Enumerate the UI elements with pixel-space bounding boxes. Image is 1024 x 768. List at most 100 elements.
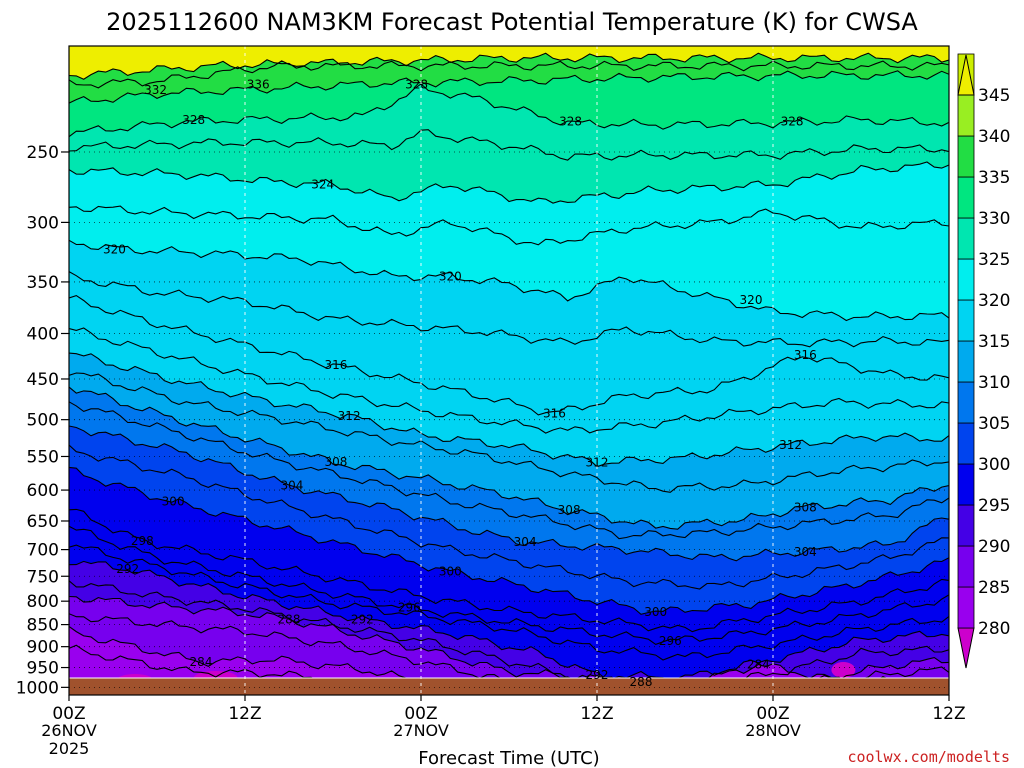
x-tick-label-0: 00Z bbox=[52, 704, 85, 724]
colorbar-swatch-1 bbox=[957, 586, 975, 629]
x-tick-label-12: 12Z bbox=[228, 704, 261, 724]
colorbar: 280 285 290 295 300 305 310 315 320 325 330 335 340 3… bbox=[957, 53, 1010, 669]
terrain-fill bbox=[69, 678, 949, 695]
credit-text: coolwx.com/modelts bbox=[847, 748, 1010, 766]
plot-frame bbox=[68, 45, 950, 696]
colorbar-max-triangle bbox=[957, 54, 975, 96]
contour-label-304-21: 304 bbox=[794, 545, 817, 559]
colorbar-swatch-13 bbox=[957, 94, 975, 137]
y-tick-label-650: 650 bbox=[27, 512, 59, 532]
contour-314 bbox=[69, 327, 949, 434]
contour-label-312-15: 312 bbox=[779, 438, 802, 452]
contour-label-316-12: 316 bbox=[794, 348, 817, 362]
contour-label-328-4: 328 bbox=[559, 114, 582, 128]
y-tick-label-300: 300 bbox=[27, 213, 59, 233]
contour-label-296-27: 296 bbox=[659, 634, 682, 648]
contour-label-328-3: 328 bbox=[405, 78, 428, 92]
contour-304 bbox=[69, 425, 949, 562]
y-tick-label-400: 400 bbox=[27, 324, 59, 344]
contour-label-336-1: 336 bbox=[247, 78, 270, 92]
contour-308 bbox=[69, 386, 949, 530]
contour-306 bbox=[69, 401, 949, 540]
colorbar-swatch-12 bbox=[957, 135, 975, 178]
contour-label-284-33: 284 bbox=[190, 655, 213, 669]
colorbar-label-285: 285 bbox=[978, 578, 1010, 598]
x-tick-label-24: 00Z bbox=[404, 704, 437, 724]
contour-label-284-34: 284 bbox=[747, 658, 770, 672]
y-tick-label-700: 700 bbox=[27, 541, 59, 561]
contour-label-292-28: 292 bbox=[116, 562, 139, 576]
x-tick-label-48: 00Z bbox=[756, 704, 789, 724]
contour-label-308-18: 308 bbox=[794, 501, 817, 515]
colorbar-swatch-4 bbox=[957, 463, 975, 506]
contour-340 bbox=[69, 52, 949, 80]
colorbar-swatch-5 bbox=[957, 422, 975, 465]
contour-label-288-31: 288 bbox=[278, 613, 301, 627]
colorbar-swatch-7 bbox=[957, 340, 975, 383]
contour-label-300-23: 300 bbox=[439, 565, 462, 579]
contour-label-296-26: 296 bbox=[398, 600, 421, 614]
contour-302 bbox=[69, 444, 949, 590]
colorbar-swatch-9 bbox=[957, 258, 975, 301]
y-tick-label-1000: 1000 bbox=[16, 678, 59, 698]
x-tick-label-36: 12Z bbox=[580, 704, 613, 724]
colorbar-label-295: 295 bbox=[978, 496, 1010, 516]
contour-label-292-29: 292 bbox=[351, 613, 374, 627]
contour-label-300-24: 300 bbox=[644, 605, 667, 619]
contour-290 bbox=[69, 580, 949, 693]
contour-label-324-6: 324 bbox=[311, 178, 334, 192]
contour-322 bbox=[69, 205, 949, 246]
contour-label-288-32: 288 bbox=[630, 675, 653, 689]
colorbar-min-triangle bbox=[957, 627, 975, 669]
plot-gridlines bbox=[69, 46, 949, 695]
colorbar-swatch-11 bbox=[957, 176, 975, 219]
x-year-label-0: 2025 bbox=[49, 739, 90, 758]
colorbar-swatch-6 bbox=[957, 381, 975, 424]
y-tick-label-350: 350 bbox=[27, 273, 59, 293]
x-date-label-48: 28NOV bbox=[745, 721, 801, 740]
contour-332 bbox=[69, 70, 949, 104]
colorbar-label-315: 315 bbox=[978, 332, 1010, 352]
contour-labels: 332 336 328 328 328 328 324 320 320 320 316 316 316 3… bbox=[103, 78, 817, 689]
contour-label-312-13: 312 bbox=[338, 409, 361, 423]
contour-324 bbox=[69, 161, 949, 204]
contour-label-304-19: 304 bbox=[280, 479, 303, 493]
colorbar-label-280: 280 bbox=[978, 619, 1010, 639]
contour-296 bbox=[69, 525, 949, 646]
contour-328 bbox=[69, 83, 949, 138]
contour-label-320-8: 320 bbox=[439, 269, 462, 283]
contour-label-292-30: 292 bbox=[586, 668, 609, 682]
theta-fill-bands bbox=[69, 46, 949, 695]
colorbar-label-310: 310 bbox=[978, 373, 1010, 393]
x-axis-label: Forecast Time (UTC) bbox=[418, 748, 599, 768]
y-tick-label-250: 250 bbox=[27, 143, 59, 163]
y-tick-label-950: 950 bbox=[27, 659, 59, 679]
contour-label-308-17: 308 bbox=[558, 503, 581, 517]
contour-310 bbox=[69, 372, 949, 493]
contour-318 bbox=[69, 271, 949, 348]
y-tick-label-900: 900 bbox=[27, 638, 59, 658]
contour-label-298-25: 298 bbox=[131, 534, 154, 548]
contour-label-332-0: 332 bbox=[144, 83, 167, 97]
contour-326 bbox=[69, 129, 949, 161]
colorbar-label-325: 325 bbox=[978, 250, 1010, 270]
y-tick-label-500: 500 bbox=[27, 411, 59, 431]
x-date-label-0: 26NOV bbox=[41, 721, 97, 740]
colorbar-swatch-8 bbox=[957, 299, 975, 342]
contour-label-320-7: 320 bbox=[103, 243, 126, 257]
x-date-label-24: 27NOV bbox=[393, 721, 449, 740]
colorbar-label-300: 300 bbox=[978, 455, 1010, 475]
colorbar-swatch-10 bbox=[957, 217, 975, 260]
contour-label-316-11: 316 bbox=[543, 406, 566, 420]
terrain-ground bbox=[69, 677, 949, 695]
contour-label-304-20: 304 bbox=[514, 535, 537, 549]
contour-300 bbox=[69, 466, 949, 615]
colorbar-swatch-2 bbox=[957, 545, 975, 588]
contour-label-328-2: 328 bbox=[182, 113, 205, 127]
x-tick-label-60: 12Z bbox=[932, 704, 965, 724]
contour-312 bbox=[69, 352, 949, 468]
contour-label-300-22: 300 bbox=[162, 494, 185, 508]
y-tick-label-750: 750 bbox=[27, 567, 59, 587]
y-tick-label-800: 800 bbox=[27, 592, 59, 612]
